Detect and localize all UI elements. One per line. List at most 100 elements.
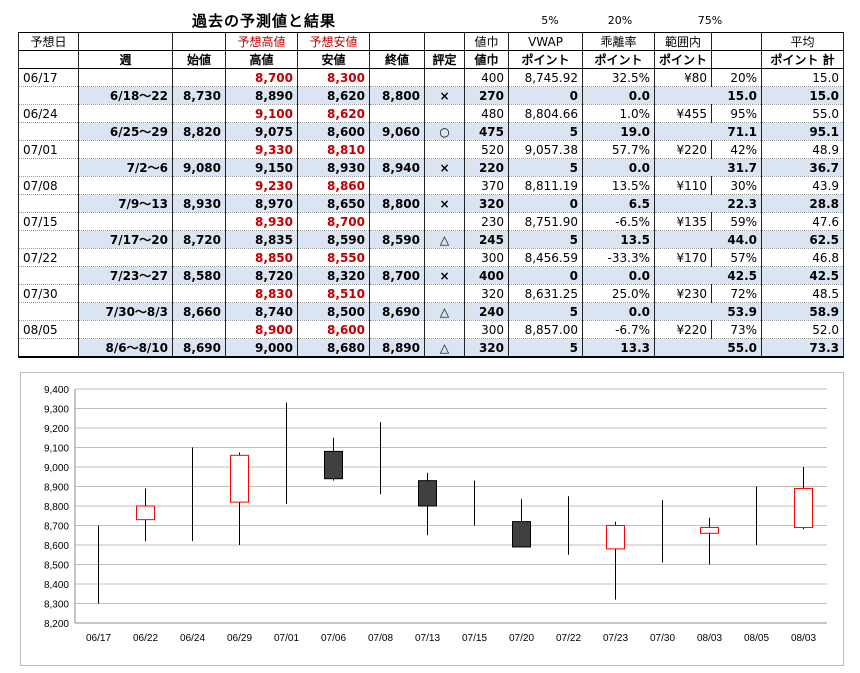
low-price: 8,590 bbox=[297, 230, 370, 249]
vwap-value: 8,745.92 bbox=[508, 68, 583, 87]
in-range-points: 55.0 bbox=[711, 338, 763, 358]
range-yen: ¥220 bbox=[653, 140, 713, 159]
vwap-value: 8,857.00 bbox=[508, 320, 583, 339]
y-tick-label: 9,000 bbox=[44, 463, 69, 474]
forecast-low: 8,300 bbox=[297, 68, 370, 87]
x-tick-label: 08/03 bbox=[791, 633, 816, 644]
table-cell bbox=[424, 68, 465, 87]
week-range: 7/9〜13 bbox=[78, 194, 173, 213]
table-cell bbox=[653, 230, 712, 249]
open-price: 8,690 bbox=[172, 338, 226, 358]
in-range-pct: 73% bbox=[711, 320, 763, 339]
column-header: ポイント bbox=[508, 50, 583, 69]
in-range-points: 31.7 bbox=[711, 158, 763, 177]
week-range: 8/6〜8/10 bbox=[78, 338, 173, 358]
forecast-table: 予想日 予想高値 予想安値 値巾 VWAP 乖離率 範囲内 平均週始値 高値 安値 終値 評定 値巾 ポイ… bbox=[18, 32, 845, 358]
forecast-date: 07/15 bbox=[18, 212, 79, 231]
table-row: 07/22 8,850 8,550 300 8,456.59 -33.3% ¥170 57% 4… bbox=[18, 248, 845, 267]
table-cell bbox=[653, 122, 712, 141]
in-range-pct: 72% bbox=[711, 284, 763, 303]
table-row: 06/24 9,100 8,620 480 8,804.66 1.0% ¥455 95% 55.… bbox=[18, 104, 845, 123]
table-cell bbox=[18, 230, 79, 249]
table-cell bbox=[172, 248, 226, 267]
total-points: 73.3 bbox=[761, 338, 845, 358]
high-price: 8,740 bbox=[225, 302, 298, 321]
forecast-low: 8,600 bbox=[297, 320, 370, 339]
candle-body bbox=[418, 480, 437, 507]
range-yen: ¥170 bbox=[653, 248, 713, 267]
forecast-range: 480 bbox=[464, 104, 509, 123]
table-cell bbox=[18, 86, 79, 105]
low-price: 8,680 bbox=[297, 338, 370, 358]
y-tick-label: 9,200 bbox=[44, 424, 69, 435]
high-price: 8,835 bbox=[225, 230, 298, 249]
x-tick-label: 06/22 bbox=[133, 633, 158, 644]
forecast-low: 8,700 bbox=[297, 212, 370, 231]
forecast-high: 8,850 bbox=[225, 248, 298, 267]
range-yen: ¥110 bbox=[653, 176, 713, 195]
vwap-value: 8,631.25 bbox=[508, 284, 583, 303]
table-cell bbox=[78, 320, 173, 339]
average-value: 48.9 bbox=[761, 140, 845, 159]
deviation-points: 19.0 bbox=[582, 122, 655, 141]
y-tick-label: 8,700 bbox=[44, 522, 69, 533]
in-range-pct: 42% bbox=[711, 140, 763, 159]
table-row: 8/6〜8/10 8,690 9,000 8,680 8,890 △ 320 5 13.3 55.… bbox=[18, 338, 845, 358]
table-row: 08/05 8,900 8,600 300 8,857.00 -6.7% ¥220 73% 52… bbox=[18, 320, 845, 339]
actual-range: 320 bbox=[464, 338, 509, 358]
column-header bbox=[18, 50, 79, 69]
column-header: 評定 bbox=[424, 50, 465, 69]
forecast-high: 8,830 bbox=[225, 284, 298, 303]
x-tick-label: 06/24 bbox=[180, 633, 205, 644]
page-title: 過去の予測値と結果 bbox=[192, 12, 337, 30]
y-tick-label: 9,400 bbox=[44, 385, 69, 396]
table-header-row: 週始値 高値 安値 終値 評定 値巾 ポイント ポイント ポイント ポイント 計 bbox=[18, 50, 845, 69]
y-tick-label: 8,400 bbox=[44, 580, 69, 591]
week-range: 7/17〜20 bbox=[78, 230, 173, 249]
table-cell bbox=[424, 284, 465, 303]
table-row: 07/01 9,330 8,810 520 9,057.38 57.7% ¥220 42% 48… bbox=[18, 140, 845, 159]
high-price: 8,720 bbox=[225, 266, 298, 285]
table-cell bbox=[78, 212, 173, 231]
table-cell bbox=[653, 158, 712, 177]
open-price: 8,580 bbox=[172, 266, 226, 285]
column-header: ポイント bbox=[582, 50, 655, 69]
close-price: 8,690 bbox=[369, 302, 425, 321]
table-row: 7/9〜13 8,930 8,970 8,650 8,800 × 320 0 6.5 22.3 28… bbox=[18, 194, 845, 213]
column-header: 安値 bbox=[297, 50, 370, 69]
vwap-value: 8,751.90 bbox=[508, 212, 583, 231]
open-price: 8,820 bbox=[172, 122, 226, 141]
x-tick-label: 07/15 bbox=[462, 633, 487, 644]
table-cell bbox=[172, 320, 226, 339]
close-price: 9,060 bbox=[369, 122, 425, 141]
table-cell bbox=[369, 248, 425, 267]
table-cell bbox=[424, 104, 465, 123]
table-cell bbox=[18, 302, 79, 321]
table-row: 7/30〜8/3 8,660 8,740 8,500 8,690 △ 240 5 0.0 53.9… bbox=[18, 302, 845, 321]
table-cell bbox=[172, 284, 226, 303]
vwap-value: 8,456.59 bbox=[508, 248, 583, 267]
forecast-high: 8,930 bbox=[225, 212, 298, 231]
table-cell bbox=[369, 212, 425, 231]
in-range-points: 44.0 bbox=[711, 230, 763, 249]
forecast-range: 520 bbox=[464, 140, 509, 159]
rating-mark: × bbox=[424, 194, 465, 213]
y-tick-label: 8,800 bbox=[44, 502, 69, 513]
deviation-points: 13.3 bbox=[582, 338, 655, 358]
close-price: 8,800 bbox=[369, 194, 425, 213]
table-cell bbox=[369, 284, 425, 303]
table-cell bbox=[653, 86, 712, 105]
vwap-value: 8,804.66 bbox=[508, 104, 583, 123]
in-range-points: 71.1 bbox=[711, 122, 763, 141]
table-cell bbox=[78, 176, 173, 195]
column-header bbox=[711, 50, 763, 69]
column-header bbox=[369, 32, 425, 51]
range-yen: ¥455 bbox=[653, 104, 713, 123]
forecast-high: 9,230 bbox=[225, 176, 298, 195]
forecast-date: 06/24 bbox=[18, 104, 79, 123]
table-row: 7/2〜6 9,080 9,150 8,930 8,940 × 220 5 0.0 31.7 36.… bbox=[18, 158, 845, 177]
total-points: 42.5 bbox=[761, 266, 845, 285]
x-tick-label: 07/13 bbox=[415, 633, 440, 644]
table-cell bbox=[18, 194, 79, 213]
week-range: 7/30〜8/3 bbox=[78, 302, 173, 321]
